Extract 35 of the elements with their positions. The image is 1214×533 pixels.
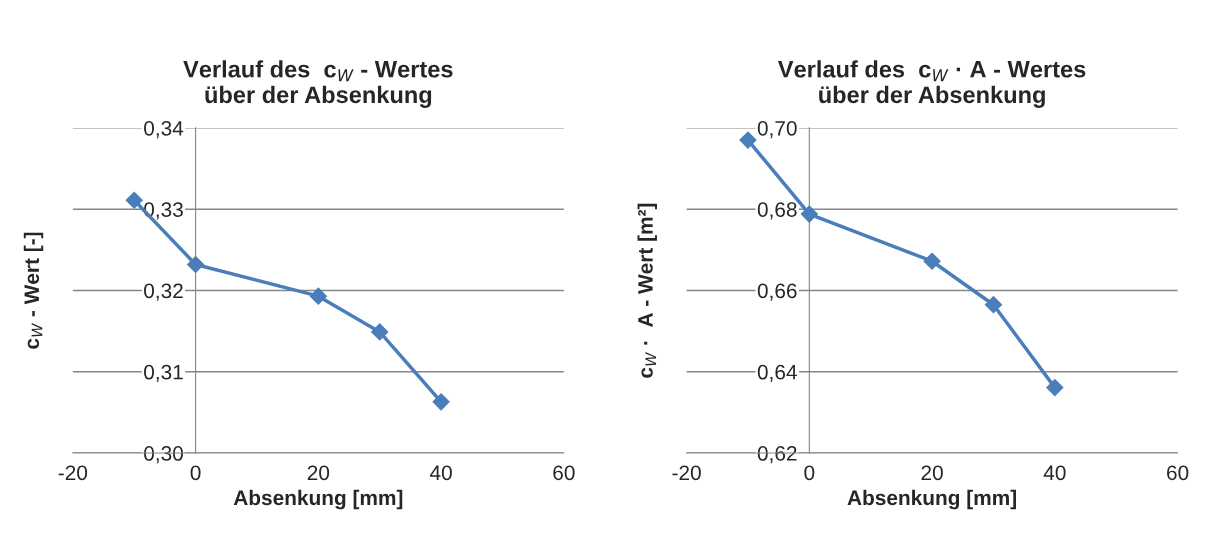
point — [739, 131, 757, 149]
y-tick-label: 0,34 — [144, 120, 184, 139]
y-tick-label: 0,66 — [757, 283, 797, 301]
x-tick-label: 60 — [1167, 465, 1189, 481]
y-tick-label: 0,30 — [144, 446, 183, 464]
point — [800, 205, 818, 223]
point — [923, 252, 941, 270]
point — [125, 191, 143, 209]
x-tick-label: 40 — [1043, 465, 1066, 481]
point — [371, 323, 389, 341]
x-tick-label: 0 — [804, 465, 815, 481]
x-axis-title: Absenkung [mm] — [233, 489, 403, 510]
y-axis-title: c$_{W}$ · A - Wert [m²] — [637, 203, 657, 378]
x-tick-label: 20 — [921, 465, 943, 481]
y-axis-title: c$_{W}$ - Wert [-] — [23, 232, 44, 349]
x-tick-label: 60 — [553, 465, 575, 481]
x-tick-label: -20 — [672, 465, 701, 481]
y-tick-label: 0,68 — [757, 202, 797, 220]
y-tick-label: 0,32 — [144, 283, 183, 301]
y-tick-label: 0,62 — [757, 446, 797, 464]
x-tick-label: 40 — [429, 465, 452, 481]
y-tick-label: 0,70 — [757, 120, 797, 139]
chart-title: Verlauf des c$_{W}$ - Wertes über der Absenkung — [183, 60, 453, 108]
point — [432, 393, 450, 411]
x-tick-label: -20 — [58, 465, 88, 481]
y-tick-label: 0,64 — [757, 364, 797, 382]
point — [1046, 379, 1064, 397]
y-tick-label: 0,31 — [144, 364, 183, 382]
point — [187, 255, 205, 274]
x-axis-title: Absenkung [mm] — [847, 489, 1016, 510]
x-tick-label: 20 — [307, 465, 330, 481]
point — [309, 287, 327, 305]
x-tick-label: 0 — [190, 465, 201, 481]
point — [984, 296, 1003, 314]
chart-title: Verlauf des c$_{W}$ · A - Wertes über der Absenkung — [777, 60, 1086, 108]
